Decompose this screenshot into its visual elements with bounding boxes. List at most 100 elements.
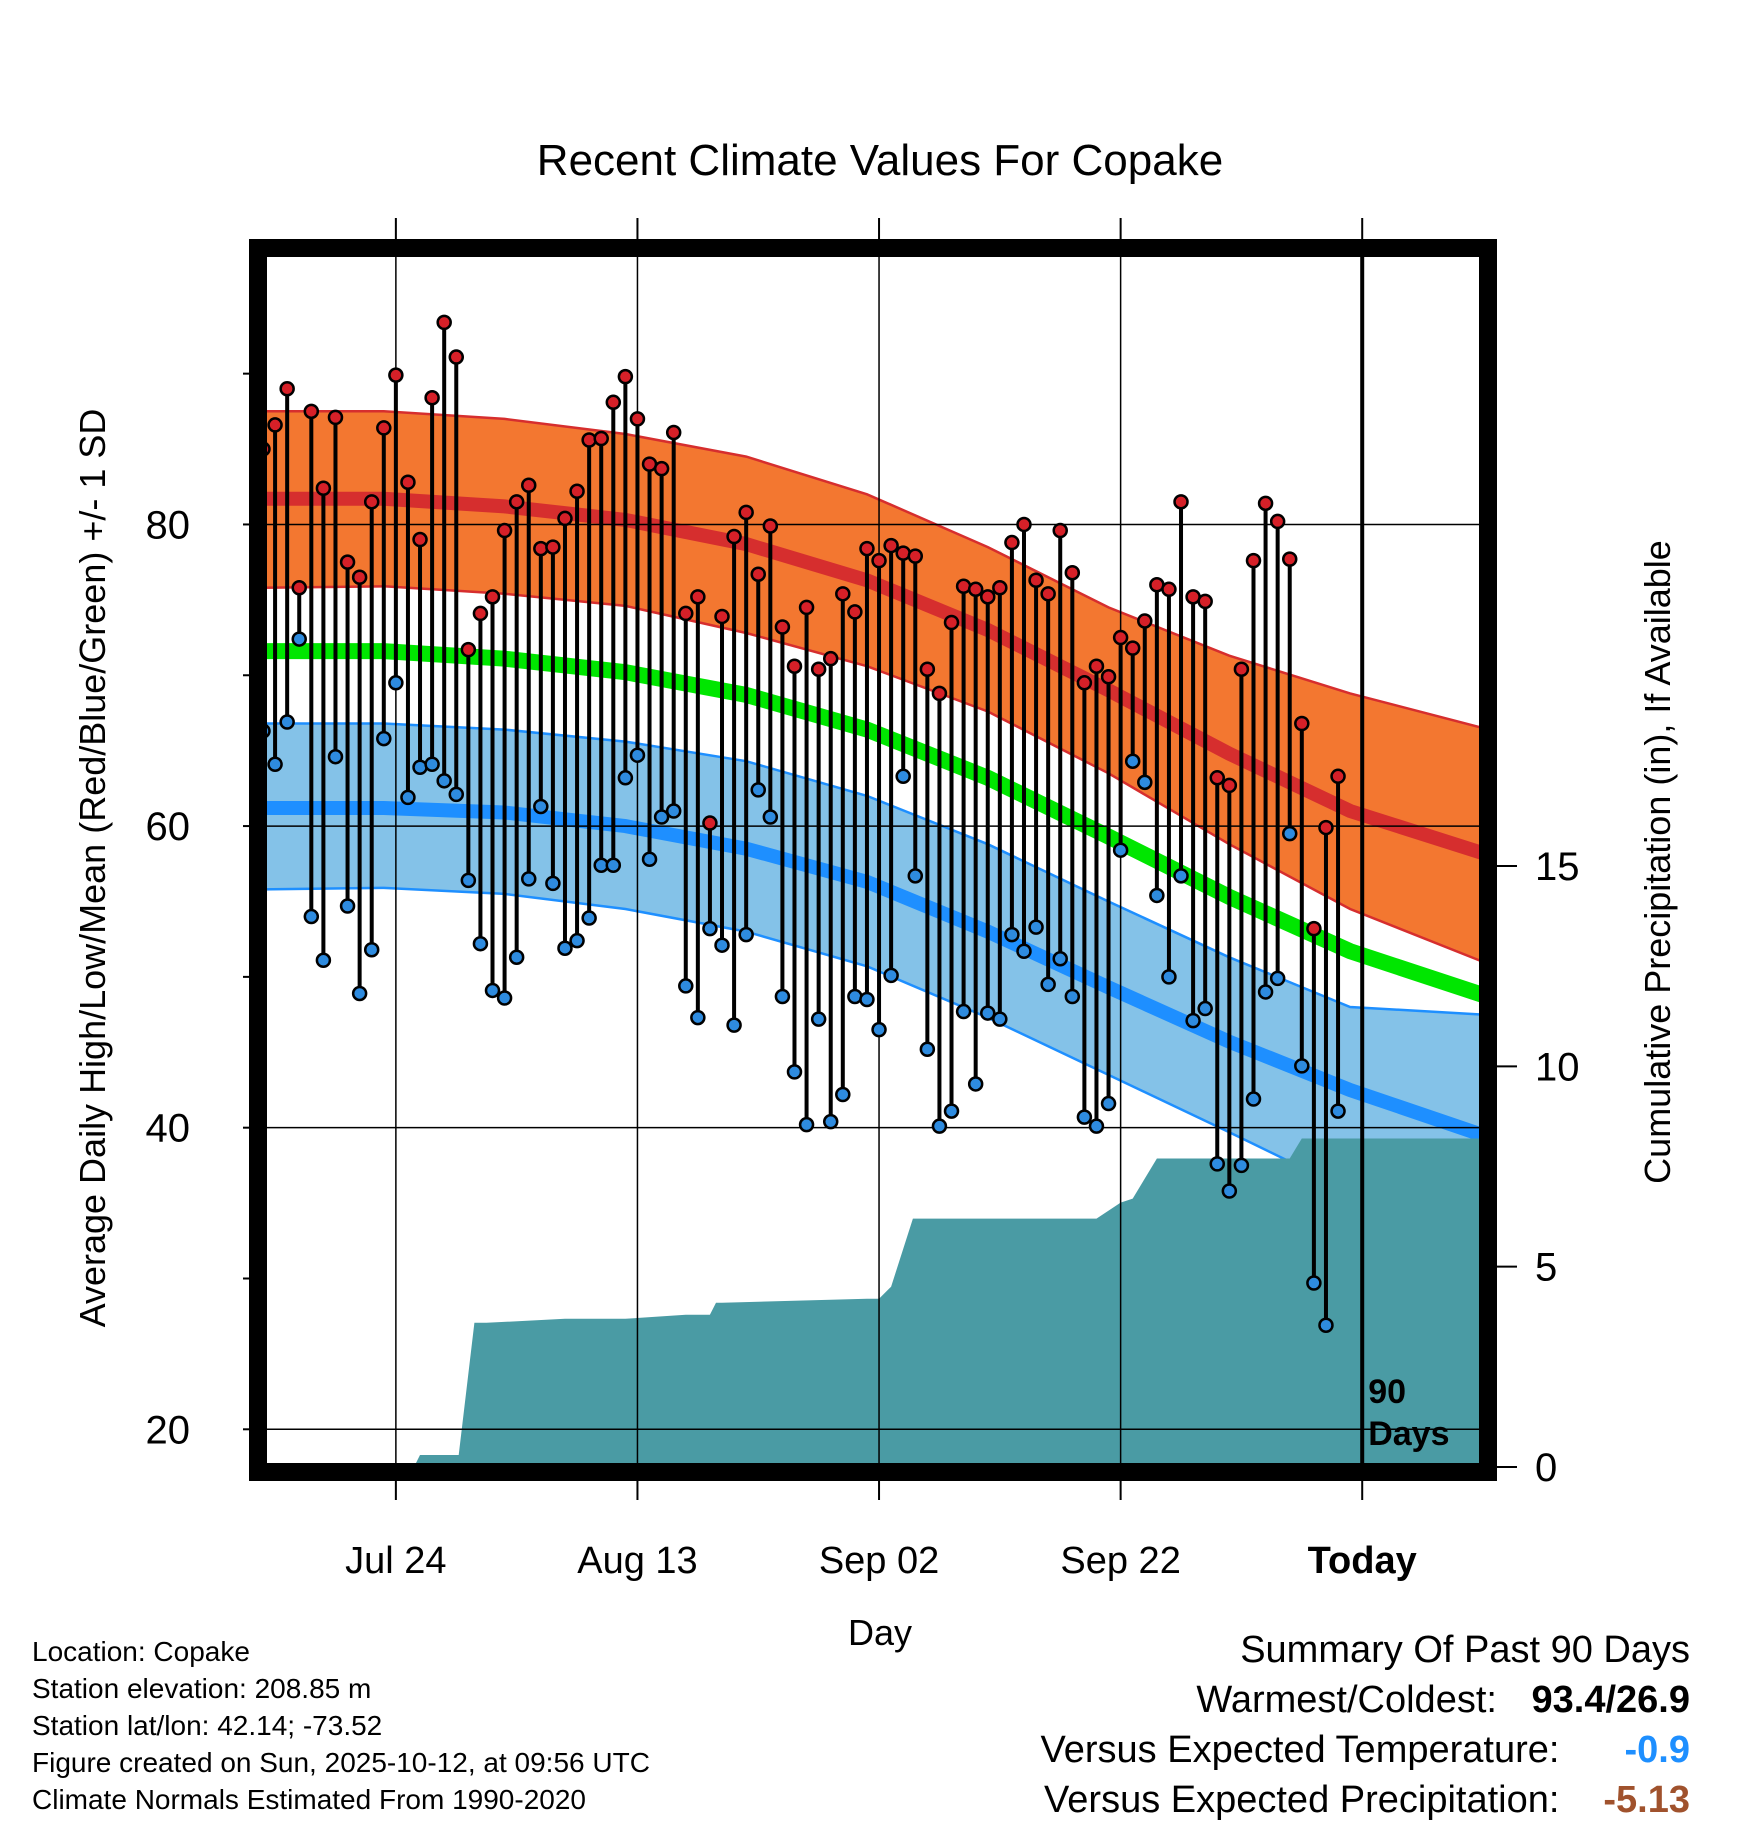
daily-low-point xyxy=(738,926,754,943)
low-normal-band xyxy=(263,722,1483,1253)
daily-low-point xyxy=(810,1011,827,1027)
daily-high-point xyxy=(702,815,718,831)
daily-high-point xyxy=(1052,522,1068,539)
precip-label: Versus Expected Precipitation: xyxy=(1044,1779,1560,1821)
daily-high-point xyxy=(835,586,851,602)
x-axis-label: Day xyxy=(848,1612,912,1653)
daily-high-point xyxy=(1112,629,1129,646)
plot-frame xyxy=(249,239,1497,1481)
daily-low-point xyxy=(484,982,501,999)
daily-high-point xyxy=(1028,572,1044,589)
daily-low-point xyxy=(1209,1156,1226,1172)
daily-low-point xyxy=(1306,1275,1322,1291)
daily-low-point xyxy=(291,631,307,647)
daily-high-point xyxy=(1330,768,1346,785)
daily-low-point xyxy=(1137,774,1153,791)
daily-low-point xyxy=(617,770,634,786)
daily-high-point xyxy=(1100,669,1117,685)
daily-low-point xyxy=(967,1076,984,1092)
daily-high-point xyxy=(1306,920,1322,937)
y-tick-label: 40 xyxy=(146,1107,191,1151)
info-latlon: Station lat/lon: 42.14; -73.52 xyxy=(32,1710,383,1741)
daily-low-point xyxy=(1269,970,1286,987)
daily-low-point xyxy=(376,730,392,747)
y2-tick-label: 5 xyxy=(1535,1246,1557,1290)
daily-low-point xyxy=(533,798,549,815)
daily-high-point xyxy=(400,474,416,490)
daily-low-point xyxy=(1100,1095,1117,1112)
daily-high-point xyxy=(859,540,875,557)
daily-low-point xyxy=(1281,825,1298,842)
daily-low-point xyxy=(1112,842,1129,858)
daily-low-point xyxy=(943,1103,960,1119)
daily-high-point xyxy=(1137,613,1153,629)
daily-low-point xyxy=(980,1005,996,1021)
daily-low-point xyxy=(774,988,791,1005)
daily-high-point xyxy=(967,581,984,598)
daily-low-point xyxy=(508,949,525,966)
daily-low-point xyxy=(1124,753,1141,769)
daily-low-point xyxy=(907,868,924,884)
daily-high-point xyxy=(327,409,344,426)
daily-low-point xyxy=(1149,887,1165,904)
daily-high-point xyxy=(992,580,1008,596)
daily-low-point xyxy=(496,990,513,1006)
daily-low-point xyxy=(665,803,682,819)
daily-low-point xyxy=(1221,1183,1238,1199)
daily-high-point xyxy=(1233,661,1250,677)
precip-value: -5.13 xyxy=(1603,1779,1690,1821)
extremes-label: Warmest/Coldest: xyxy=(1196,1679,1497,1721)
daily-high-point xyxy=(388,367,404,383)
daily-high-point xyxy=(545,539,561,555)
daily-high-point xyxy=(931,685,948,702)
daily-high-point xyxy=(1257,495,1274,512)
daily-high-point xyxy=(665,424,682,441)
daily-low-point xyxy=(835,1086,851,1103)
y2-tick-label: 10 xyxy=(1535,1045,1580,1089)
daily-low-point xyxy=(267,756,283,772)
daily-high-point xyxy=(484,589,501,605)
daily-high-point xyxy=(303,403,320,420)
daily-low-point xyxy=(653,809,670,825)
daily-low-point xyxy=(1245,1091,1262,1107)
daily-low-point xyxy=(1004,926,1020,943)
chart-title: Recent Climate Values For Copake xyxy=(537,136,1223,185)
summary-extremes: Warmest/Coldest: 93.4/26.9 xyxy=(1041,1675,1690,1725)
daily-high-point xyxy=(291,580,307,596)
y2-tick-label: 15 xyxy=(1535,845,1580,889)
daily-high-point xyxy=(1124,640,1141,656)
info-created: Figure created on Sun, 2025-10-12, at 09… xyxy=(32,1747,650,1778)
y2-axis-label: Cumulative Precipitation (in), If Availa… xyxy=(1637,540,1678,1184)
daily-low-point xyxy=(388,675,404,691)
daily-high-point xyxy=(1197,593,1213,610)
daily-low-point xyxy=(400,789,416,806)
daily-high-point xyxy=(1221,777,1238,794)
y-tick-label: 80 xyxy=(146,503,191,547)
daily-high-point xyxy=(605,394,622,411)
daily-low-point xyxy=(1173,868,1189,884)
daily-low-point xyxy=(895,768,911,785)
daily-low-point xyxy=(1257,984,1274,1000)
daily-high-point xyxy=(520,477,537,493)
daily-low-point xyxy=(363,941,380,958)
x-tick-label: Sep 22 xyxy=(1060,1540,1180,1582)
daily-low-point xyxy=(1088,1118,1105,1134)
daily-high-point xyxy=(1209,770,1226,786)
daily-high-point xyxy=(617,368,634,385)
daily-high-point xyxy=(376,420,392,436)
daily-high-point xyxy=(508,494,525,510)
daily-high-point xyxy=(1161,581,1177,598)
daily-high-point xyxy=(1016,516,1032,533)
daily-high-point xyxy=(315,480,332,497)
daily-high-point xyxy=(907,548,924,564)
daily-low-point xyxy=(424,756,440,772)
daily-high-point xyxy=(569,483,585,500)
summary-panel: Summary Of Past 90 Days Warmest/Coldest:… xyxy=(1041,1625,1690,1825)
daily-low-point xyxy=(1233,1157,1250,1174)
daily-low-point xyxy=(279,714,295,730)
daily-high-point xyxy=(629,411,646,427)
info-normals: Climate Normals Estimated From 1990-2020 xyxy=(32,1784,586,1815)
daily-low-point xyxy=(436,773,452,789)
temp-value: -0.9 xyxy=(1624,1729,1690,1771)
